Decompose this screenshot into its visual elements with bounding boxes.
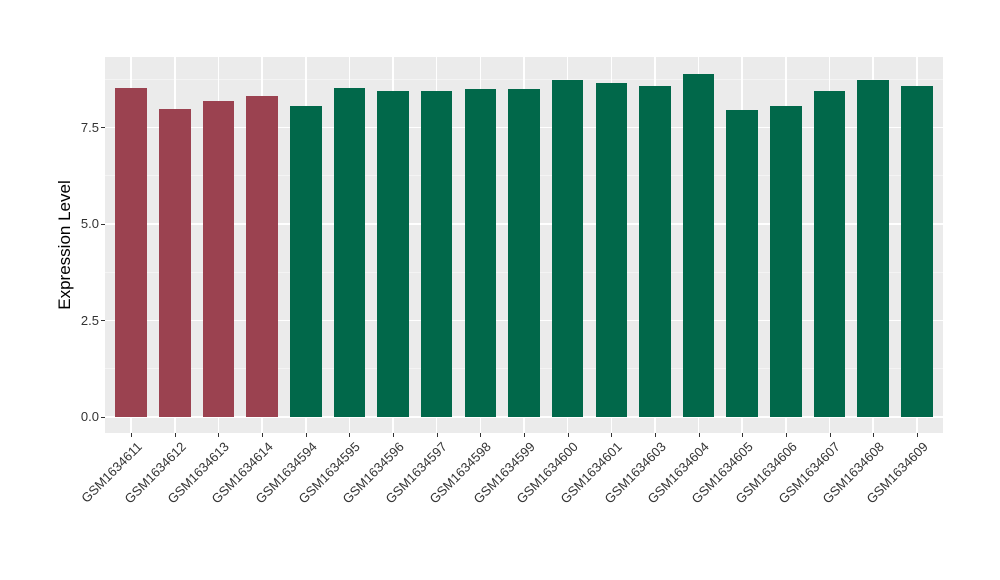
x-tick: [131, 433, 133, 437]
x-tick: [174, 433, 176, 437]
bar-GSM1634611: [115, 88, 147, 417]
x-tick: [916, 433, 918, 437]
bar-GSM1634614: [246, 96, 278, 417]
x-tick: [611, 433, 613, 437]
bar-GSM1634601: [595, 82, 628, 417]
bar-GSM1634597: [420, 90, 453, 417]
x-tick: [305, 433, 307, 437]
bar-GSM1634599: [508, 89, 540, 417]
x-tick: [524, 433, 525, 437]
y-tick: [101, 127, 105, 129]
bar-GSM1634612: [159, 108, 191, 417]
x-tick: [698, 433, 700, 437]
y-tick-label: 0.0: [80, 409, 99, 425]
x-tick: [349, 433, 351, 437]
bar-GSM1634604: [682, 74, 715, 417]
bar-GSM1634596: [377, 90, 409, 417]
y-tick: [101, 223, 105, 225]
bar-GSM1634607: [813, 90, 846, 417]
bar-GSM1634603: [639, 85, 671, 417]
x-tick: [785, 433, 787, 437]
x-tick: [829, 433, 831, 437]
bar-GSM1634613: [202, 100, 235, 417]
x-tick: [218, 433, 220, 437]
x-tick: [873, 433, 875, 437]
y-tick-label: 5.0: [80, 216, 99, 232]
x-tick: [436, 433, 438, 437]
y-tick: [101, 416, 105, 418]
plot-panel: [105, 57, 943, 433]
y-tick: [101, 320, 105, 322]
x-tick: [262, 433, 264, 437]
bar-GSM1634598: [464, 89, 497, 417]
x-tick: [393, 433, 395, 437]
bar-GSM1634608: [857, 80, 889, 417]
bar-GSM1634594: [290, 105, 322, 417]
x-tick: [480, 433, 482, 437]
x-tick: [742, 433, 744, 437]
y-tick-label: 2.5: [80, 312, 99, 328]
bar-GSM1634600: [551, 80, 584, 417]
bar-GSM1634609: [901, 85, 933, 417]
bar-GSM1634606: [770, 106, 802, 417]
x-tick: [654, 433, 656, 437]
y-axis-title: Expression Level: [55, 180, 74, 310]
x-tick: [567, 433, 569, 437]
bar-GSM1634595: [333, 88, 366, 417]
y-tick-label: 7.5: [80, 119, 99, 135]
bar-GSM1634605: [726, 109, 758, 417]
